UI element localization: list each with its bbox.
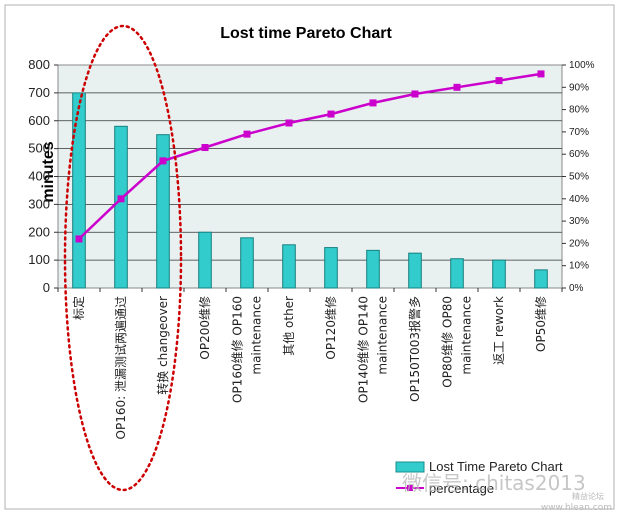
watermark: 微信号: chitas2013 精益论坛 www.hlean.com <box>402 471 612 513</box>
x-category-label: 转换 changeover <box>155 296 170 395</box>
x-category-label: OP200维修 <box>197 296 212 360</box>
bar <box>366 249 380 289</box>
percentage-marker <box>159 157 167 165</box>
legend-line-marker <box>407 485 413 491</box>
y2-tick-label: 20% <box>569 238 589 249</box>
watermark-main: 微信号: chitas2013 <box>402 471 586 495</box>
x-category-label: OP120维修 <box>323 296 338 360</box>
legend: Lost Time Pareto Chart percentage <box>395 459 563 496</box>
x-category-label: maintenance <box>460 296 474 375</box>
legend-label-bars: Lost Time Pareto Chart <box>429 459 563 474</box>
y-tick-label: 600 <box>28 113 50 128</box>
bar <box>282 244 296 289</box>
y-tick-label: 800 <box>28 57 50 72</box>
x-category-label: 标定 <box>71 296 86 320</box>
y2-tick-label: 90% <box>569 82 589 93</box>
x-category-label: maintenance <box>376 296 390 375</box>
y-tick-label: 300 <box>28 196 50 211</box>
y-tick-label: 400 <box>28 169 50 184</box>
y-tick-label: 500 <box>28 141 50 156</box>
x-category-label: 返工 rework <box>492 296 506 365</box>
y2-tick-label: 100% <box>569 60 595 71</box>
y-tick-label: 200 <box>28 224 50 239</box>
y2-tick-label: 40% <box>569 194 589 205</box>
highlight-ellipse <box>63 24 183 492</box>
x-category-label: OP160: 泄漏测试两遍通过 <box>113 296 128 439</box>
bar <box>114 125 128 289</box>
bar <box>72 92 86 289</box>
watermark-url: www.hlean.com <box>541 503 612 513</box>
percentage-marker <box>411 90 419 98</box>
x-category-label: OP80维修 OP80 <box>440 296 455 388</box>
y2-tick-label: 60% <box>569 149 589 160</box>
y2-tick-label: 0% <box>569 283 584 294</box>
y-tick-label: 0 <box>43 280 50 295</box>
x-category-label: OP50维修 <box>533 296 548 352</box>
percentage-marker <box>453 83 461 91</box>
bar <box>408 252 422 289</box>
percentage-marker <box>201 144 209 152</box>
bar <box>492 259 506 289</box>
x-category-label: maintenance <box>250 296 264 375</box>
percentage-marker <box>75 235 83 243</box>
percentage-marker <box>537 70 545 78</box>
x-category-label: 其他 other <box>282 296 296 356</box>
bar <box>198 231 212 289</box>
watermark-small: 精益论坛 <box>572 491 604 501</box>
y-tick-label: 700 <box>28 85 50 100</box>
bar <box>156 134 170 289</box>
y2-tick-label: 80% <box>569 105 589 116</box>
legend-label-line: percentage <box>429 481 494 496</box>
y-axis-label: minutes <box>40 141 57 202</box>
percentage-marker <box>117 195 125 203</box>
x-category-label: OP140维修 OP140 <box>356 296 371 403</box>
percentage-marker <box>285 119 293 127</box>
percentage-line <box>78 72 542 240</box>
percentage-marker <box>369 99 377 107</box>
percentage-marker <box>243 130 251 138</box>
percentage-marker <box>327 110 335 118</box>
bar <box>240 237 254 289</box>
y2-tick-label: 50% <box>569 172 589 183</box>
bar <box>534 269 548 289</box>
y-tick-label: 100 <box>28 252 50 267</box>
x-category-label: OP150T003报警多 <box>407 296 422 402</box>
percentage-marker <box>495 77 503 85</box>
x-category-label: OP160维修 OP160 <box>230 296 245 403</box>
bar <box>324 247 338 289</box>
chart-title: Lost time Pareto Chart <box>220 25 392 42</box>
y2-tick-label: 10% <box>569 261 589 272</box>
y2-tick-label: 70% <box>569 127 589 138</box>
legend-bar-swatch <box>395 461 425 473</box>
chart-frame <box>4 4 615 510</box>
bar <box>450 258 464 289</box>
y2-tick-label: 30% <box>569 216 589 227</box>
